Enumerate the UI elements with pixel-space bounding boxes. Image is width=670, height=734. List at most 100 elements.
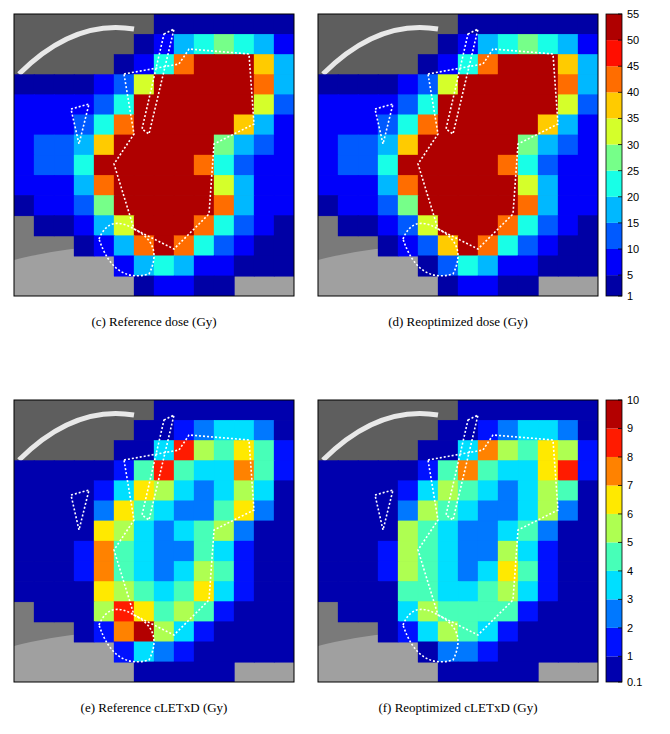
colorbar-tick <box>618 656 622 657</box>
heat-cell <box>498 400 519 421</box>
heat-cell <box>174 95 195 116</box>
heat-cell <box>94 481 115 502</box>
heat-cell <box>338 581 359 602</box>
heat-cell <box>54 215 75 236</box>
heat-cell <box>538 34 559 55</box>
heat-cell <box>418 74 439 95</box>
heat-cell <box>194 460 215 481</box>
heat-cell <box>438 135 459 156</box>
heat-cell <box>234 135 255 156</box>
heat-cell <box>114 54 135 75</box>
heat-cell <box>478 521 499 542</box>
heat-cell <box>478 601 499 622</box>
heat-cell <box>14 541 35 562</box>
heat-cell <box>174 115 195 136</box>
heat-cell <box>478 662 499 682</box>
heat-cell <box>358 135 379 156</box>
heat-cell <box>438 601 459 622</box>
heat-cell <box>378 601 399 622</box>
heat-cell <box>518 460 539 481</box>
heat-cell <box>134 276 155 296</box>
heat-cell <box>338 215 359 236</box>
colorbar-tick <box>618 400 622 401</box>
heat-cell <box>358 561 379 582</box>
heat-cell <box>194 256 215 277</box>
heat-cell <box>558 622 579 643</box>
heat-cell <box>518 440 539 461</box>
heat-cell <box>274 581 294 602</box>
heat-cell <box>518 175 539 196</box>
heat-cell <box>274 501 294 522</box>
heat-cell <box>214 521 235 542</box>
heat-cell <box>538 215 559 236</box>
heat-cell <box>478 155 499 176</box>
heat-cell <box>234 521 255 542</box>
heat-cell <box>234 115 255 136</box>
heat-cell <box>478 481 499 502</box>
heat-cell <box>194 440 215 461</box>
heat-cell <box>114 481 135 502</box>
heat-cell <box>254 95 275 116</box>
panel-caption: (d) Reoptimized dose (Gy) <box>388 314 528 329</box>
heat-cell <box>518 662 539 682</box>
heat-cell <box>34 215 55 236</box>
heat-cell <box>174 155 195 176</box>
heat-cell <box>578 236 598 257</box>
panel <box>14 14 294 296</box>
heat-cell <box>458 115 479 136</box>
colorbar-tick <box>618 92 622 93</box>
heat-cell <box>338 175 359 196</box>
heat-cell <box>418 95 439 116</box>
heat-cell <box>358 581 379 602</box>
heat-cell <box>14 501 35 522</box>
heat-cell <box>94 74 115 95</box>
heat-cell <box>154 581 175 602</box>
heat-cell <box>478 581 499 602</box>
heat-cell <box>378 581 399 602</box>
heat-cell <box>274 54 294 75</box>
colorbar-segment <box>606 197 622 223</box>
heat-cell <box>194 276 215 296</box>
heat-cell <box>438 420 459 441</box>
heat-cell <box>234 236 255 257</box>
heat-cell <box>418 256 439 277</box>
panel-frame <box>318 400 598 682</box>
colorbar-segment <box>606 628 622 656</box>
heat-cell <box>558 34 579 55</box>
heat-cell <box>94 460 115 481</box>
heat-cell <box>538 195 559 216</box>
heat-cell <box>498 420 519 441</box>
colorbar-tick <box>618 40 622 41</box>
heat-cell <box>54 155 75 176</box>
heat-cell <box>154 662 175 682</box>
heat-cell <box>194 662 215 682</box>
heat-cell <box>34 601 55 622</box>
heat-cell <box>458 601 479 622</box>
colorbar-tick <box>618 570 622 571</box>
colorbar-tick-label: 9 <box>627 422 633 434</box>
colorbar-segment <box>606 428 622 456</box>
heat-cell <box>538 115 559 136</box>
heat-cell <box>54 460 75 481</box>
heat-cell <box>14 95 35 116</box>
heat-cell <box>14 460 35 481</box>
heat-cell <box>194 135 215 156</box>
heat-cell <box>234 622 255 643</box>
heat-cell <box>538 54 559 75</box>
heat-cell <box>234 14 255 35</box>
colorbar-tick-label: 6 <box>627 508 633 520</box>
heat-cell <box>194 115 215 136</box>
heat-cell <box>398 541 419 562</box>
heat-cell <box>174 135 195 156</box>
heat-cell <box>318 481 339 502</box>
heat-cell <box>34 115 55 136</box>
heat-cell <box>14 155 35 176</box>
heat-cell <box>34 135 55 156</box>
heat-cell <box>154 622 175 643</box>
heat-cell <box>214 622 235 643</box>
structure-outline <box>375 104 393 144</box>
heat-cell <box>438 541 459 562</box>
heat-cell <box>318 541 339 562</box>
heat-cell <box>518 135 539 156</box>
heat-cell <box>378 561 399 582</box>
